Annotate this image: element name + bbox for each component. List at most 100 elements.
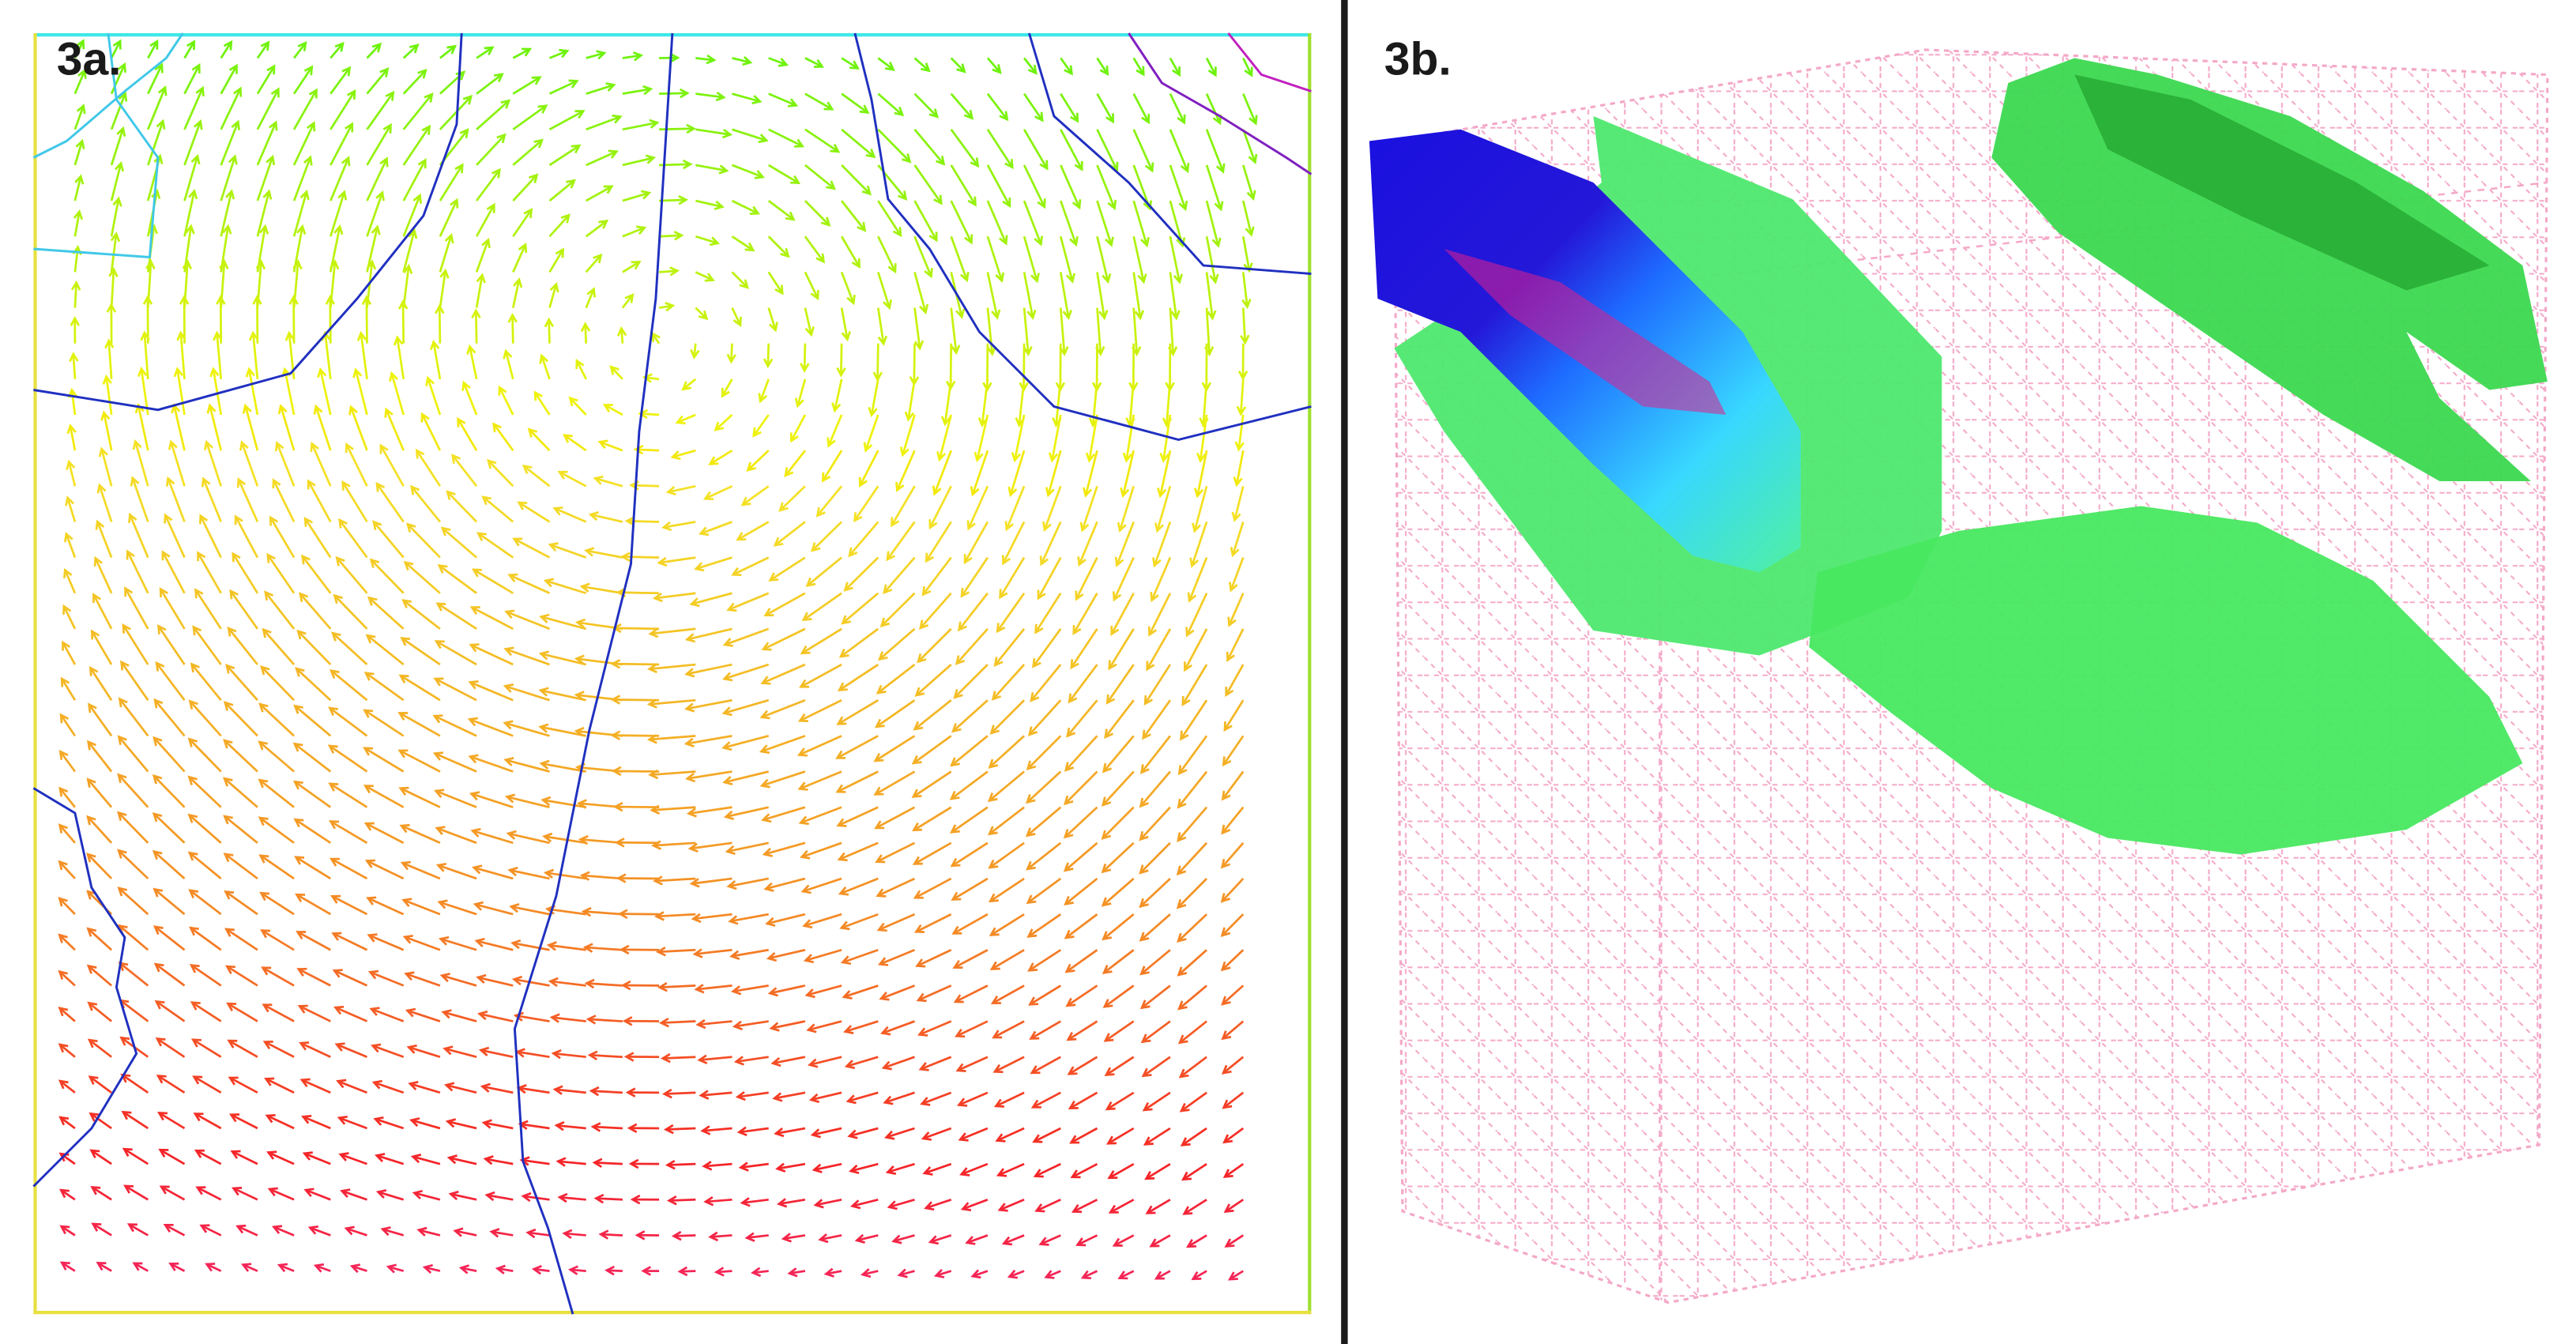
- arrow-head: [596, 50, 607, 60]
- arrow-head: [1222, 1099, 1233, 1109]
- vector-arrow: [229, 1076, 258, 1094]
- vector-arrow: [390, 373, 405, 416]
- arrow-head: [1117, 521, 1127, 533]
- vector-arrow: [183, 190, 196, 237]
- vector-arrow: [1205, 129, 1225, 172]
- vector-arrow: [952, 699, 989, 732]
- vector-arrow: [938, 414, 953, 460]
- vector-arrow: [225, 664, 258, 702]
- arrow-head: [466, 344, 476, 355]
- arrow-head: [469, 643, 480, 653]
- arrow-head: [739, 279, 749, 289]
- arrow-head: [294, 856, 305, 865]
- vector-arrow: [341, 1190, 367, 1201]
- arrow-head: [288, 295, 299, 305]
- vector-arrow: [816, 485, 843, 517]
- arrow-head: [194, 1149, 205, 1158]
- vector-arrow: [110, 163, 122, 201]
- arrow-head: [967, 196, 977, 207]
- arrow-head: [653, 875, 664, 886]
- vector-arrow: [1121, 450, 1135, 496]
- arrow-head: [156, 1075, 167, 1084]
- arrow-head: [612, 114, 623, 124]
- arrow-head: [401, 898, 412, 908]
- arrow-head: [476, 532, 487, 542]
- vector-arrow: [870, 378, 879, 416]
- arrow-head: [86, 853, 96, 863]
- vector-arrow: [1045, 1270, 1061, 1278]
- arrow-head: [224, 890, 235, 900]
- arrow-head: [88, 702, 97, 713]
- vector-arrow: [476, 46, 493, 59]
- vector-arrow: [766, 913, 806, 925]
- vector-arrow: [201, 1224, 222, 1237]
- arrow-head: [986, 345, 997, 356]
- arrow-head: [899, 446, 910, 457]
- vector-arrow: [375, 483, 405, 523]
- vector-arrow: [404, 561, 441, 594]
- arrow-head: [459, 128, 469, 138]
- arrow-head: [1224, 1238, 1235, 1248]
- arrow-head: [327, 744, 338, 754]
- arrow-head: [665, 1159, 676, 1170]
- vector-arrow: [1221, 806, 1245, 834]
- arrow-head: [117, 773, 127, 784]
- arrow-head: [344, 1225, 355, 1236]
- vector-arrow: [767, 271, 784, 294]
- arrow-head: [861, 1268, 872, 1278]
- arrow-head: [598, 1229, 609, 1240]
- arrow-head: [62, 640, 71, 651]
- vector-arrow: [913, 200, 938, 241]
- arrow-head: [914, 687, 925, 697]
- vector-arrow: [966, 1234, 989, 1244]
- arrow-head: [491, 168, 501, 179]
- arrow-head: [759, 778, 770, 789]
- vector-arrow: [1162, 414, 1172, 461]
- arrow-head: [1104, 1067, 1115, 1077]
- vector-arrow: [471, 606, 514, 631]
- vector-arrow: [424, 1266, 441, 1272]
- vector-arrow: [622, 121, 658, 131]
- arrow-head: [826, 180, 837, 190]
- arrow-head: [911, 755, 922, 765]
- vector-arrow: [330, 123, 353, 166]
- vector-arrow: [1008, 1270, 1025, 1278]
- vector-arrow: [472, 830, 514, 845]
- arrow-head: [1177, 932, 1187, 943]
- vector-arrow: [134, 441, 149, 487]
- vector-arrow: [1222, 1020, 1245, 1040]
- vector-arrow: [73, 40, 85, 59]
- vector-arrow: [540, 652, 587, 666]
- vector-arrow: [593, 1125, 623, 1130]
- vector-arrow: [1096, 235, 1109, 282]
- arrow-head: [886, 551, 896, 562]
- vector-arrow: [955, 627, 989, 664]
- vector-arrow: [107, 341, 113, 379]
- vector-arrow: [862, 1270, 879, 1276]
- arrow-head: [229, 589, 239, 600]
- vector-arrow: [659, 269, 678, 273]
- vector-arrow: [476, 73, 503, 95]
- arrow-head: [303, 1188, 314, 1198]
- arrow-head: [334, 1042, 345, 1052]
- arrow-head: [157, 85, 168, 96]
- vector-arrow: [552, 1016, 586, 1022]
- vector-arrow: [950, 200, 973, 243]
- vector-arrow: [403, 898, 441, 916]
- vector-arrow: [128, 1223, 149, 1237]
- arrow-head: [154, 1000, 165, 1010]
- arrow-head: [1102, 273, 1112, 284]
- arrow-head: [1209, 273, 1219, 284]
- vector-arrow: [1064, 841, 1098, 872]
- arrow-head: [493, 73, 504, 83]
- arrow-head: [858, 476, 868, 488]
- vector-arrow: [989, 735, 1026, 768]
- vector-arrow: [1187, 1234, 1207, 1248]
- arrow-head: [815, 506, 826, 518]
- arrow-head: [328, 706, 339, 717]
- arrow-head: [1221, 1030, 1232, 1041]
- vector-arrow: [517, 1050, 550, 1059]
- vector-arrow: [1144, 664, 1172, 705]
- arrow-head: [219, 259, 229, 270]
- vector-arrow: [307, 480, 332, 523]
